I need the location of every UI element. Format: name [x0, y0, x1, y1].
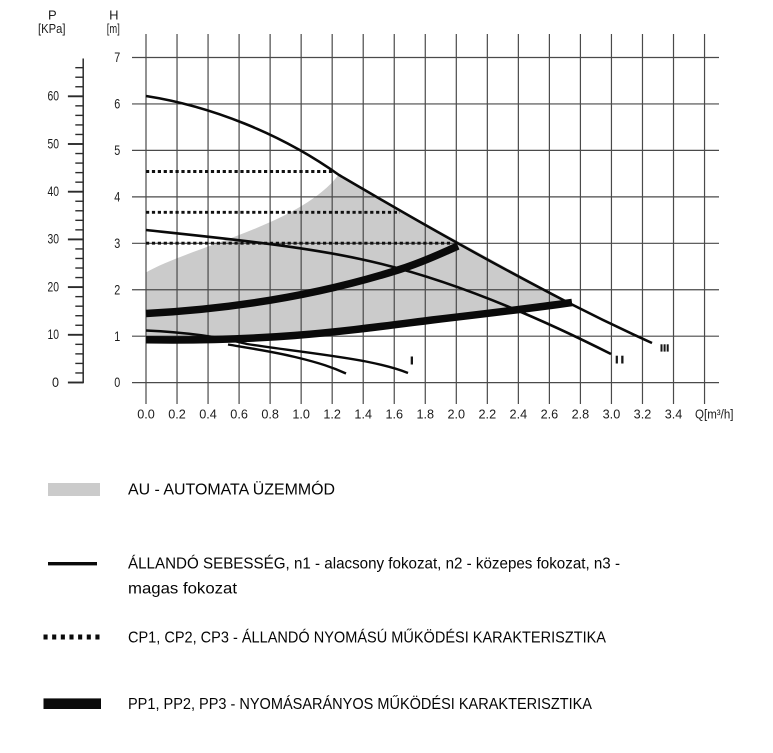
- svg-text:0.2: 0.2: [168, 407, 186, 422]
- svg-text:3.0: 3.0: [603, 407, 621, 422]
- svg-text:0.4: 0.4: [199, 407, 217, 422]
- svg-text:3.2: 3.2: [634, 407, 652, 422]
- svg-text:Q[m³/h]: Q[m³/h]: [695, 407, 734, 422]
- svg-text:[m]: [m]: [107, 21, 120, 36]
- svg-text:PP1, PP2, PP3 - NYOMÁSARÁNYOS: PP1, PP2, PP3 - NYOMÁSARÁNYOS MŰKÖDÉSI K…: [128, 694, 592, 713]
- svg-text:[KPa]: [KPa]: [38, 21, 66, 36]
- svg-text:2.4: 2.4: [510, 407, 528, 422]
- svg-text:0.8: 0.8: [261, 407, 279, 422]
- svg-text:ÁLLANDÓ SEBESSÉG, n1 - alacson: ÁLLANDÓ SEBESSÉG, n1 - alacsony fokozat,…: [128, 554, 620, 573]
- svg-text:30: 30: [48, 231, 60, 247]
- svg-text:1.6: 1.6: [385, 407, 403, 422]
- svg-text:10: 10: [48, 326, 60, 342]
- svg-text:3: 3: [114, 235, 120, 251]
- svg-text:magas fokozat: magas fokozat: [128, 581, 238, 598]
- svg-text:3.4: 3.4: [665, 407, 683, 422]
- svg-text:40: 40: [48, 183, 60, 199]
- svg-text:0: 0: [114, 374, 120, 390]
- svg-text:2.8: 2.8: [572, 407, 590, 422]
- svg-text:0.6: 0.6: [230, 407, 248, 422]
- svg-text:2.6: 2.6: [541, 407, 559, 422]
- svg-text:6: 6: [114, 96, 120, 112]
- svg-text:2: 2: [114, 281, 120, 297]
- svg-text:5: 5: [114, 142, 120, 158]
- svg-text:20: 20: [48, 278, 60, 294]
- svg-text:CP1, CP2, CP3 - ÁLLANDÓ NYOMÁS: CP1, CP2, CP3 - ÁLLANDÓ NYOMÁSÚ MŰKÖDÉSI…: [128, 628, 606, 647]
- svg-text:1.4: 1.4: [354, 407, 372, 422]
- svg-text:2.0: 2.0: [448, 407, 466, 422]
- svg-text:P: P: [48, 8, 57, 23]
- svg-text:1.8: 1.8: [416, 407, 434, 422]
- svg-text:1.0: 1.0: [292, 407, 310, 422]
- svg-text:7: 7: [114, 49, 120, 65]
- svg-text:2.2: 2.2: [479, 407, 497, 422]
- svg-text:1: 1: [114, 328, 120, 344]
- svg-text:H: H: [109, 8, 118, 23]
- svg-text:AU - AUTOMATA ÜZEMMÓD: AU - AUTOMATA ÜZEMMÓD: [128, 480, 335, 499]
- svg-text:0.0: 0.0: [137, 407, 155, 422]
- svg-text:4: 4: [114, 188, 120, 204]
- svg-text:0: 0: [52, 374, 59, 390]
- svg-text:50: 50: [48, 135, 60, 151]
- svg-text:1.2: 1.2: [323, 407, 341, 422]
- svg-text:60: 60: [48, 88, 60, 104]
